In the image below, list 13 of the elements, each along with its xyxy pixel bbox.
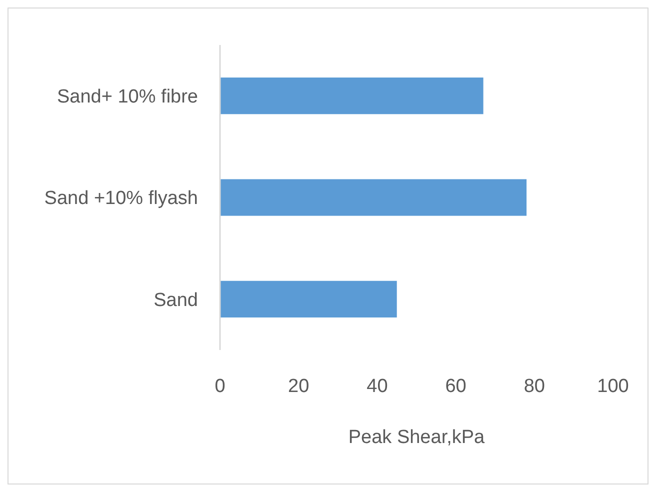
x-axis-title: Peak Shear,kPa bbox=[348, 427, 486, 448]
x-tick-label: 60 bbox=[445, 376, 466, 397]
x-tick-label: 20 bbox=[288, 376, 310, 397]
x-tick-label: 40 bbox=[366, 376, 388, 397]
bar bbox=[220, 179, 527, 216]
x-tick-label: 80 bbox=[524, 376, 545, 397]
x-tick-label: 0 bbox=[214, 376, 226, 397]
x-tick-label: 100 bbox=[597, 376, 629, 397]
bar bbox=[220, 78, 484, 114]
y-tick-label: Sand bbox=[154, 290, 198, 311]
y-tick-label: Sand+ 10% fibre bbox=[56, 86, 198, 108]
bar bbox=[220, 280, 397, 318]
y-tick-label: Sand +10% flyash bbox=[44, 188, 198, 210]
